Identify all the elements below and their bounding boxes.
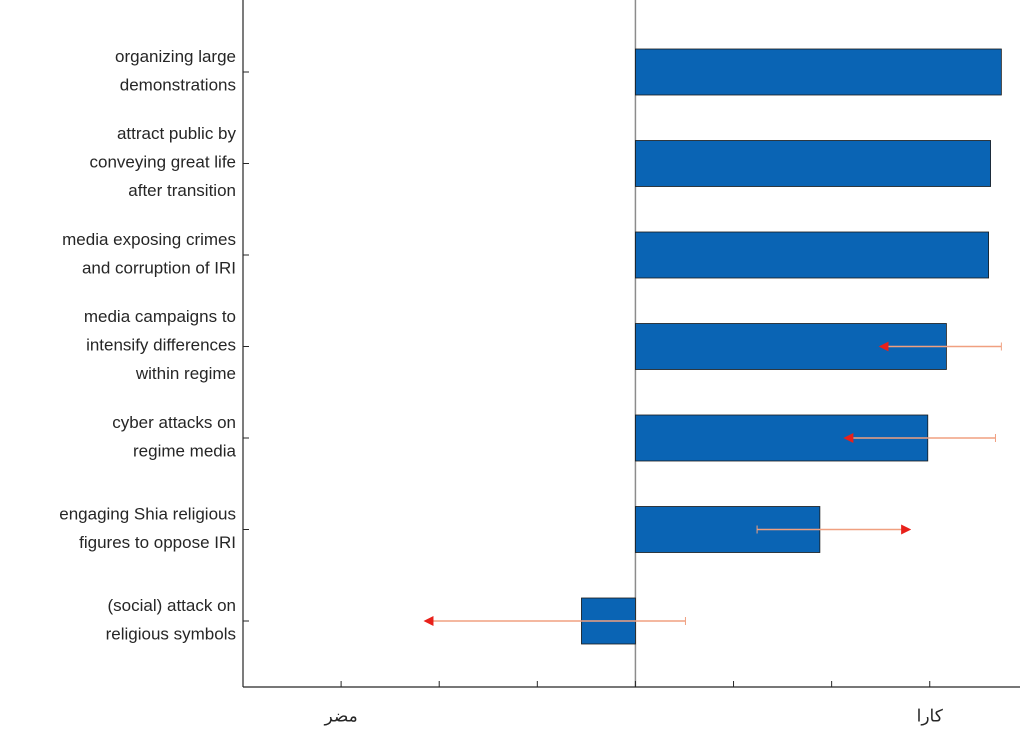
y-tick-label: engaging Shia religious figures to oppose… (59, 505, 236, 553)
y-tick-label-line: cyber attacks on (112, 413, 236, 432)
y-tick-label-line: figures to oppose IRI (79, 533, 236, 552)
bar (635, 48, 1002, 96)
bar (635, 140, 991, 187)
x-tick-label: کارا (917, 706, 944, 726)
bar (635, 231, 990, 279)
y-tick-label-line: and corruption of IRI (82, 259, 236, 278)
y-tick-label-line: engaging Shia religious (59, 505, 236, 524)
y-tick-label-line: religious symbols (106, 625, 236, 644)
y-tick-label: (social) attack on religious symbols (106, 596, 236, 644)
y-tick-label-line: after transition (128, 181, 236, 200)
y-tick-label-line: conveying great life (90, 153, 236, 172)
y-tick-label: organizing large demonstrations (115, 47, 236, 95)
y-tick-label-line: media exposing crimes (62, 230, 236, 249)
y-tick-label: attract public by conveying great life aft… (90, 124, 237, 200)
y-tick-label: media campaigns to intensify differences w… (84, 307, 236, 383)
y-tick-label-line: within regime (135, 364, 236, 383)
y-tick-label: cyber attacks on regime media (112, 413, 236, 461)
y-tick-label-line: regime media (133, 442, 237, 461)
y-tick-label-line: organizing large (115, 47, 236, 66)
y-tick-label-line: intensify differences (86, 336, 236, 355)
y-tick-label-line: (social) attack on (108, 596, 237, 615)
y-tick-label: media exposing crimes and corruption of I… (62, 230, 236, 278)
x-tick-label: مضر (323, 706, 357, 726)
y-tick-label-line: attract public by (117, 124, 237, 143)
y-tick-label-line: media campaigns to (84, 307, 236, 326)
y-tick-label-line: demonstrations (120, 76, 236, 95)
